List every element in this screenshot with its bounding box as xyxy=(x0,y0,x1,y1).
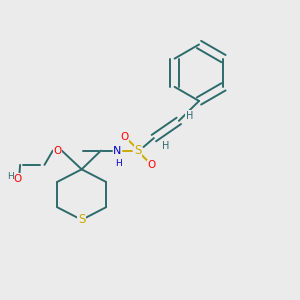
Text: O: O xyxy=(147,160,156,170)
Text: O: O xyxy=(13,174,21,184)
Text: H: H xyxy=(115,159,122,168)
Text: H: H xyxy=(162,140,169,151)
Text: O: O xyxy=(121,132,129,142)
Text: O: O xyxy=(53,146,61,156)
Text: H: H xyxy=(186,110,193,121)
Text: S: S xyxy=(134,144,142,157)
Text: S: S xyxy=(78,213,85,226)
Text: H: H xyxy=(7,172,14,181)
Text: N: N xyxy=(113,146,122,156)
